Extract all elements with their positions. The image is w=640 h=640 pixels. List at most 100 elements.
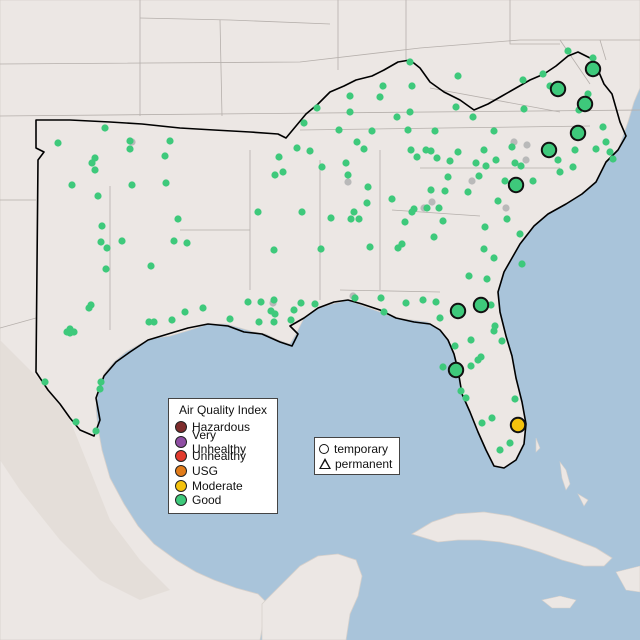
monitor-good-marker[interactable] [556, 168, 564, 176]
monitor-good-marker[interactable] [41, 378, 49, 386]
monitor-good-marker[interactable] [270, 246, 278, 254]
monitor-good-marker[interactable] [101, 124, 109, 132]
monitor-good-marker[interactable] [313, 104, 321, 112]
monitor-good-marker[interactable] [529, 177, 537, 185]
monitor-good-marker[interactable] [609, 155, 617, 163]
monitor-good-marker[interactable] [363, 199, 371, 207]
monitor-good-marker[interactable] [88, 159, 96, 167]
monitor-good-marker[interactable] [94, 192, 102, 200]
monitor-good-marker[interactable] [539, 70, 547, 78]
monitor-good-marker[interactable] [496, 446, 504, 454]
monitor-good-marker[interactable] [482, 162, 490, 170]
monitor-good-marker[interactable] [128, 181, 136, 189]
monitor-good-marker[interactable] [454, 148, 462, 156]
monitor-good-marker[interactable] [98, 222, 106, 230]
monitor-good-marker[interactable] [353, 138, 361, 146]
monitor-good-marker[interactable] [181, 308, 189, 316]
monitor-temporary-good-marker[interactable] [447, 361, 465, 379]
monitor-good-marker[interactable] [170, 237, 178, 245]
monitor-good-marker[interactable] [462, 394, 470, 402]
monitor-good-marker[interactable] [464, 188, 472, 196]
monitor-good-marker[interactable] [344, 171, 352, 179]
monitor-good-marker[interactable] [487, 301, 495, 309]
monitor-good-marker[interactable] [516, 230, 524, 238]
monitor-good-marker[interactable] [161, 152, 169, 160]
monitor-good-marker[interactable] [490, 254, 498, 262]
monitor-good-marker[interactable] [297, 299, 305, 307]
monitor-good-marker[interactable] [436, 314, 444, 322]
monitor-temporary-good-marker[interactable] [584, 60, 602, 78]
monitor-good-marker[interactable] [439, 217, 447, 225]
monitor-good-marker[interactable] [298, 208, 306, 216]
monitor-temporary-good-marker[interactable] [569, 124, 587, 142]
monitor-good-marker[interactable] [401, 218, 409, 226]
monitor-good-marker[interactable] [454, 72, 462, 80]
monitor-good-marker[interactable] [147, 262, 155, 270]
monitor-good-marker[interactable] [311, 300, 319, 308]
monitor-good-marker[interactable] [435, 204, 443, 212]
monitor-good-marker[interactable] [444, 173, 452, 181]
monitor-good-marker[interactable] [480, 245, 488, 253]
monitor-good-marker[interactable] [270, 318, 278, 326]
monitor-good-marker[interactable] [54, 139, 62, 147]
monitor-good-marker[interactable] [441, 187, 449, 195]
monitor-good-marker[interactable] [407, 146, 415, 154]
monitor-good-marker[interactable] [430, 233, 438, 241]
monitor-good-marker[interactable] [279, 168, 287, 176]
monitor-good-marker[interactable] [166, 137, 174, 145]
monitor-good-marker[interactable] [564, 47, 572, 55]
monitor-good-marker[interactable] [92, 427, 100, 435]
monitor-good-marker[interactable] [97, 378, 105, 386]
monitor-good-marker[interactable] [335, 126, 343, 134]
monitor-good-marker[interactable] [452, 103, 460, 111]
monitor-good-marker[interactable] [427, 147, 435, 155]
monitor-good-marker[interactable] [368, 127, 376, 135]
monitor-temporary-good-marker[interactable] [449, 302, 467, 320]
monitor-good-marker[interactable] [408, 82, 416, 90]
monitor-good-marker[interactable] [364, 183, 372, 191]
monitor-good-marker[interactable] [517, 162, 525, 170]
monitor-good-marker[interactable] [494, 197, 502, 205]
monitor-good-marker[interactable] [506, 439, 514, 447]
monitor-gray-marker[interactable] [428, 198, 436, 206]
monitor-good-marker[interactable] [492, 156, 500, 164]
monitor-good-marker[interactable] [102, 265, 110, 273]
monitor-good-marker[interactable] [501, 177, 509, 185]
monitor-gray-marker[interactable] [522, 156, 530, 164]
monitor-good-marker[interactable] [511, 395, 519, 403]
monitor-good-marker[interactable] [408, 208, 416, 216]
monitor-good-marker[interactable] [96, 385, 104, 393]
monitor-good-marker[interactable] [474, 356, 482, 364]
monitor-good-marker[interactable] [490, 127, 498, 135]
monitor-good-marker[interactable] [446, 157, 454, 165]
monitor-good-marker[interactable] [342, 159, 350, 167]
monitor-temporary-good-marker[interactable] [549, 80, 567, 98]
monitor-good-marker[interactable] [226, 315, 234, 323]
monitor-temporary-good-marker[interactable] [507, 176, 525, 194]
monitor-good-marker[interactable] [469, 113, 477, 121]
monitor-good-marker[interactable] [360, 145, 368, 153]
monitor-good-marker[interactable] [519, 76, 527, 84]
monitor-good-marker[interactable] [91, 166, 99, 174]
monitor-good-marker[interactable] [606, 148, 614, 156]
monitor-good-marker[interactable] [518, 260, 526, 268]
monitor-good-marker[interactable] [419, 296, 427, 304]
monitor-good-marker[interactable] [465, 272, 473, 280]
monitor-good-marker[interactable] [511, 159, 519, 167]
monitor-good-marker[interactable] [103, 244, 111, 252]
monitor-good-marker[interactable] [508, 143, 516, 151]
monitor-good-marker[interactable] [351, 294, 359, 302]
monitor-good-marker[interactable] [270, 296, 278, 304]
monitor-good-marker[interactable] [584, 90, 592, 98]
monitor-good-marker[interactable] [569, 163, 577, 171]
monitor-temporary-good-marker[interactable] [472, 296, 490, 314]
monitor-good-marker[interactable] [72, 418, 80, 426]
monitor-good-marker[interactable] [481, 223, 489, 231]
monitor-good-marker[interactable] [366, 243, 374, 251]
monitor-good-marker[interactable] [244, 298, 252, 306]
monitor-good-marker[interactable] [404, 126, 412, 134]
monitor-good-marker[interactable] [472, 159, 480, 167]
monitor-good-marker[interactable] [346, 108, 354, 116]
monitor-good-marker[interactable] [254, 208, 262, 216]
